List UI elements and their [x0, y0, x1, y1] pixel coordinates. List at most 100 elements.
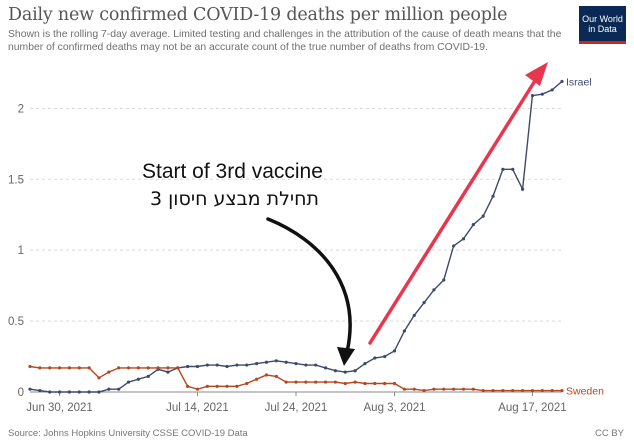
- x-tick-label: Jun 30, 2021: [26, 402, 93, 414]
- data-point-sweden: [520, 388, 525, 393]
- data-point-israel: [412, 313, 416, 318]
- data-point-israel: [284, 360, 288, 364]
- data-point-israel: [402, 329, 406, 333]
- data-point-israel: [491, 194, 495, 198]
- data-point-israel: [77, 390, 81, 394]
- data-point-sweden: [97, 376, 101, 380]
- data-point-israel: [314, 363, 318, 367]
- data-point-israel: [481, 214, 485, 218]
- data-point-sweden: [442, 387, 446, 391]
- data-point-sweden: [471, 387, 475, 391]
- x-tick-label: Aug 17, 2021: [498, 402, 566, 414]
- data-point-sweden: [284, 380, 288, 384]
- logo-line-2: in Data: [588, 24, 617, 34]
- data-point-israel: [225, 364, 229, 369]
- data-point-sweden: [274, 374, 278, 378]
- data-point-israel: [392, 349, 397, 353]
- x-tick-label: Aug 3, 2021: [364, 402, 426, 414]
- data-point-israel: [442, 278, 446, 282]
- data-point-israel: [363, 362, 367, 366]
- series-label-israel: Israel: [566, 76, 592, 88]
- data-point-israel: [117, 387, 121, 391]
- data-point-sweden: [117, 366, 121, 370]
- data-point-sweden: [67, 366, 72, 370]
- data-point-israel: [373, 356, 377, 360]
- data-point-israel: [235, 363, 239, 367]
- data-point-israel: [166, 370, 170, 374]
- logo-line-1: Our World: [582, 14, 623, 24]
- data-point-israel: [353, 369, 357, 373]
- x-tick-label: Jul 14, 2021: [166, 402, 229, 414]
- data-point-israel: [264, 360, 269, 364]
- data-point-sweden: [373, 381, 377, 386]
- data-point-sweden: [254, 377, 259, 381]
- red-trend-arrow-shaft: [368, 74, 540, 345]
- data-point-sweden: [452, 387, 456, 391]
- data-point-sweden: [264, 373, 269, 377]
- data-point-israel: [136, 377, 140, 381]
- data-point-sweden: [422, 388, 426, 393]
- data-point-sweden: [392, 381, 397, 386]
- series-lines: [28, 79, 564, 394]
- data-point-sweden: [38, 366, 42, 370]
- data-point-israel: [343, 370, 347, 374]
- data-point-sweden: [501, 388, 505, 393]
- data-point-israel: [57, 390, 62, 394]
- data-point-sweden: [343, 381, 347, 386]
- gridlines: [30, 107, 562, 393]
- y-axis-ticks: 0 0.5 1 1.5 2: [8, 103, 24, 399]
- data-point-sweden: [540, 388, 544, 393]
- data-point-sweden: [353, 380, 357, 384]
- red-trend-arrowhead: [525, 62, 548, 86]
- data-point-israel: [452, 244, 456, 248]
- chart-title: Daily new confirmed COVID-19 deaths per …: [8, 5, 508, 25]
- data-point-israel: [511, 167, 515, 171]
- black-pointer-arrow-shaft: [266, 217, 352, 354]
- data-point-israel: [205, 363, 209, 367]
- data-point-sweden: [28, 364, 32, 369]
- data-point-sweden: [176, 366, 180, 370]
- data-point-sweden: [550, 388, 554, 393]
- data-point-sweden: [136, 366, 140, 370]
- source-note[interactable]: Source: Johns Hopkins University CSSE CO…: [8, 428, 248, 439]
- data-point-israel: [422, 301, 426, 305]
- data-point-israel: [333, 369, 338, 373]
- data-point-sweden: [195, 387, 200, 391]
- data-point-sweden: [412, 387, 416, 391]
- data-point-sweden: [560, 388, 564, 393]
- data-point-israel: [254, 362, 259, 366]
- data-point-sweden: [432, 387, 436, 391]
- data-point-israel: [38, 388, 42, 393]
- x-tick-label: Jul 24, 2021: [265, 402, 328, 414]
- series-label-sweden: Sweden: [566, 386, 604, 398]
- black-pointer-arrowhead: [337, 347, 355, 366]
- data-point-sweden: [186, 384, 190, 388]
- data-point-israel: [28, 387, 32, 391]
- data-point-israel: [48, 390, 52, 394]
- data-point-sweden: [363, 381, 367, 386]
- owid-logo[interactable]: Our World in Data: [579, 6, 626, 44]
- data-point-israel: [126, 380, 131, 384]
- x-axis-ticks: Jun 30, 2021 Jul 14, 2021 Jul 24, 2021 Aug …: [26, 392, 567, 414]
- data-point-israel: [245, 363, 249, 367]
- annotation-arrows: [266, 62, 548, 366]
- series-line-israel: [29, 80, 563, 393]
- data-point-sweden: [481, 388, 485, 393]
- data-point-sweden: [402, 387, 406, 391]
- data-point-israel: [432, 288, 436, 292]
- data-point-sweden: [383, 381, 387, 386]
- data-point-sweden: [166, 366, 170, 370]
- data-point-sweden: [304, 380, 308, 384]
- data-point-israel: [67, 390, 72, 394]
- data-point-sweden: [57, 366, 62, 370]
- data-point-sweden: [530, 388, 535, 393]
- annotation-hebrew: תחילת מבצע חיסון 3: [150, 188, 320, 210]
- data-point-sweden: [205, 384, 209, 388]
- data-point-israel: [97, 390, 101, 394]
- series-labels: Israel Sweden: [566, 76, 604, 397]
- license-link[interactable]: CC BY: [594, 428, 624, 439]
- y-tick-label: 1: [18, 245, 24, 257]
- data-point-sweden: [323, 380, 328, 384]
- y-tick-label: 0.5: [8, 316, 24, 328]
